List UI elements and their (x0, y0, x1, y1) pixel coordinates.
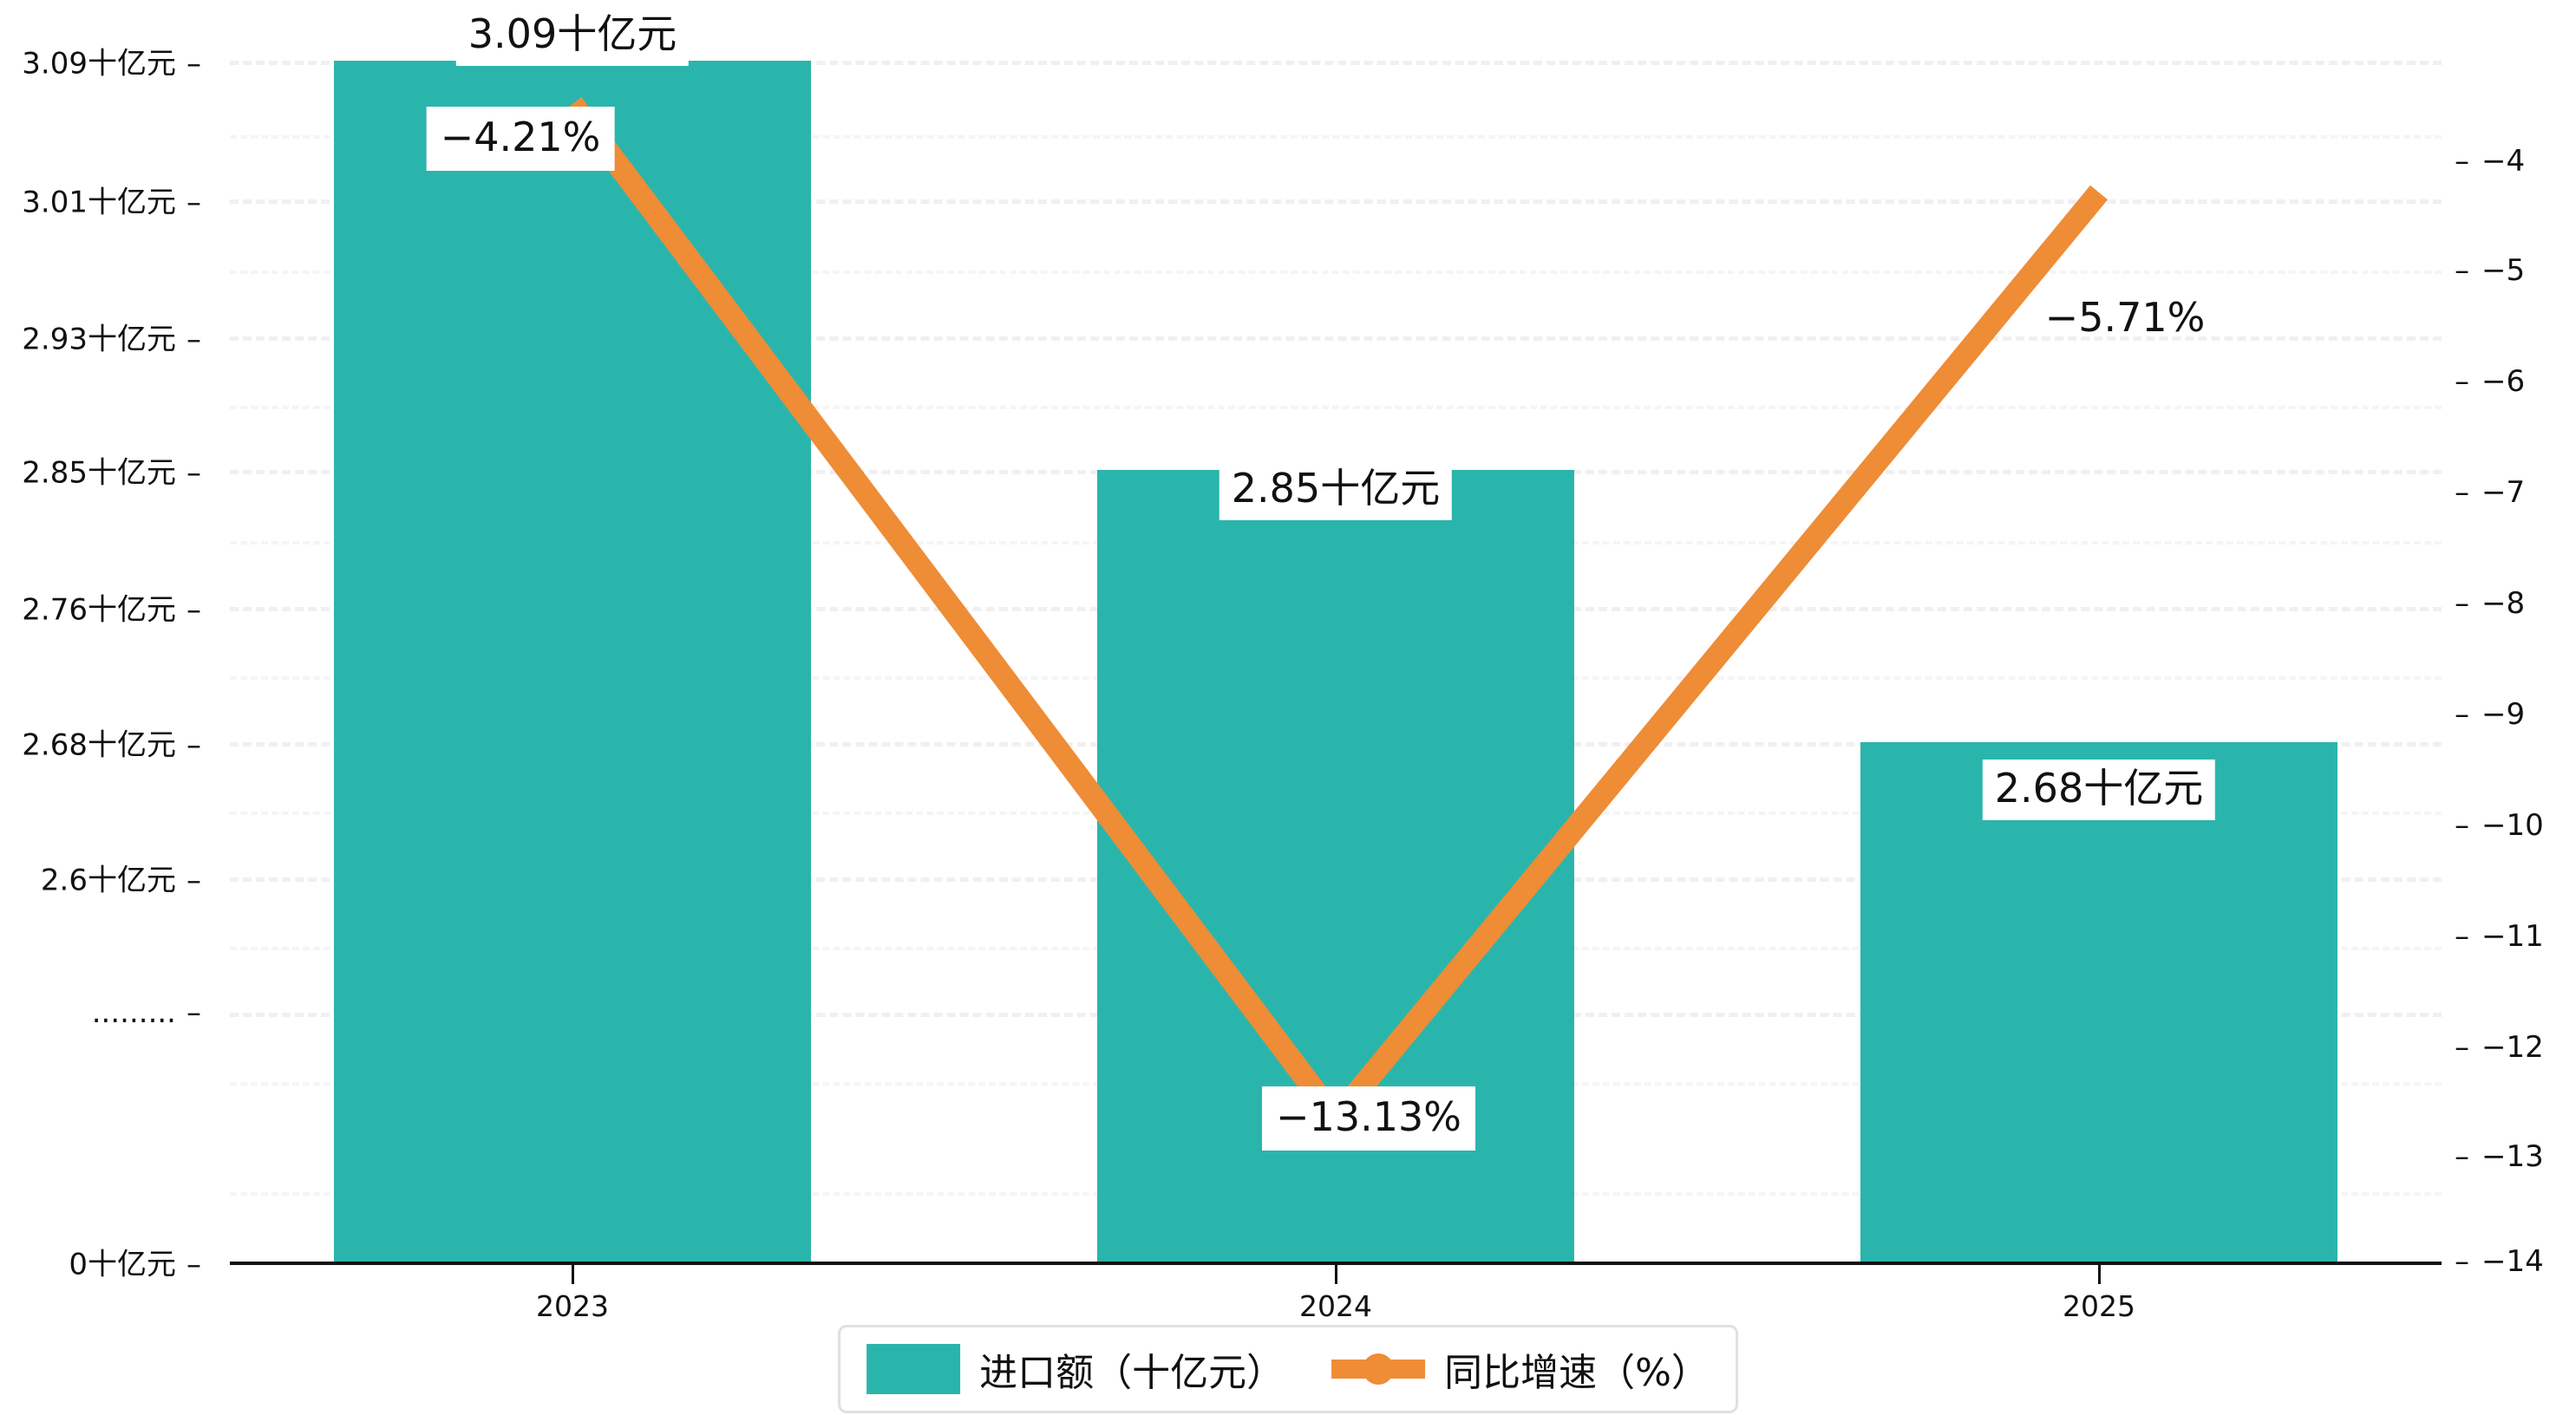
y-right-tick-4: – −8 (2455, 586, 2526, 621)
y-right-tick-7: – −11 (2455, 919, 2544, 954)
tick-dash: – (186, 1247, 201, 1282)
growth-value-label-2023: −4.21% (426, 107, 615, 171)
legend-label-import-value: 进口额（十亿元） (979, 1351, 1285, 1395)
y-left-tick-0: 3.09十亿元 – (22, 46, 201, 82)
line-marker-icon (1331, 1344, 1426, 1394)
tick-dash: – (186, 185, 201, 220)
tick-dash: – (2455, 1244, 2469, 1279)
y-left-tick-7: ......... – (91, 995, 201, 1030)
y-left-tick-2: 2.93十亿元 – (22, 322, 201, 357)
y-left-tick-4: 2.76十亿元 – (22, 592, 201, 628)
tick-dash: – (2455, 1030, 2469, 1065)
tick-dash: – (2455, 364, 2469, 399)
tick-dash: – (2455, 475, 2469, 510)
tick-dash: – (2455, 697, 2469, 732)
tick-dash: – (186, 46, 201, 82)
y-right-tick-10: – −14 (2455, 1244, 2544, 1279)
growth-value-label-2025: −5.71% (2044, 294, 2206, 341)
bar-swatch-icon (866, 1344, 961, 1394)
bar-value-label-2025: 2.68十亿元 (1982, 760, 2216, 820)
y-right-tick-0: – −4 (2455, 144, 2526, 179)
tick-dash: – (2455, 253, 2469, 288)
plot-area (230, 61, 2442, 1262)
legend-item-growth-rate[interactable]: 同比增速（%） (1331, 1341, 1710, 1397)
y-right-tick-8: – −12 (2455, 1030, 2544, 1065)
growth-value-label-2024: −13.13% (1262, 1086, 1475, 1151)
x-axis-line (230, 1262, 2442, 1265)
bar-value-label-2024: 2.85十亿元 (1219, 460, 1453, 520)
tick-dash: – (186, 995, 201, 1030)
y-left-tick-6: 2.6十亿元 – (40, 863, 201, 898)
tick-dash: – (186, 592, 201, 628)
y-left-tick-1: 3.01十亿元 – (22, 185, 201, 220)
y-left-tick-5: 2.68十亿元 – (22, 727, 201, 763)
x-tick-label-2023: 2023 (536, 1289, 609, 1323)
tick-dash: – (2455, 808, 2469, 843)
chart-legend: 进口额（十亿元） 同比增速（%） (838, 1325, 1738, 1413)
legend-label-growth-rate: 同比增速（%） (1444, 1351, 1710, 1395)
y-right-tick-3: – −7 (2455, 475, 2526, 510)
x-tickmark-2023 (572, 1265, 574, 1284)
tick-dash: – (2455, 1139, 2469, 1174)
bar-2023[interactable] (334, 61, 811, 1262)
y-right-tick-1: – −5 (2455, 253, 2526, 288)
tick-dash: – (186, 727, 201, 763)
y-right-tick-6: – −10 (2455, 808, 2544, 843)
tick-dash: – (186, 322, 201, 357)
gridline-3.09 (230, 61, 2442, 65)
legend-line-marker (1363, 1353, 1395, 1385)
x-tickmark-2024 (1335, 1265, 1337, 1284)
tick-dash: – (2455, 144, 2469, 179)
x-tick-label-2024: 2024 (1299, 1289, 1372, 1323)
x-tick-label-2025: 2025 (2063, 1289, 2135, 1323)
y-right-tick-9: – −13 (2455, 1139, 2544, 1174)
y-left-tick-8: 0十亿元 – (69, 1247, 201, 1282)
y-left-tick-3: 2.85十亿元 – (22, 455, 201, 491)
legend-item-import-value[interactable]: 进口额（十亿元） (866, 1341, 1285, 1397)
tick-dash: – (2455, 919, 2469, 954)
x-tickmark-2025 (2098, 1265, 2101, 1284)
tick-dash: – (186, 455, 201, 491)
bar-value-label-2023: 3.09十亿元 (455, 5, 690, 66)
tick-dash: – (2455, 586, 2469, 621)
tick-dash: – (186, 863, 201, 898)
y-right-tick-5: – −9 (2455, 697, 2526, 732)
y-right-tick-2: – −6 (2455, 364, 2526, 399)
